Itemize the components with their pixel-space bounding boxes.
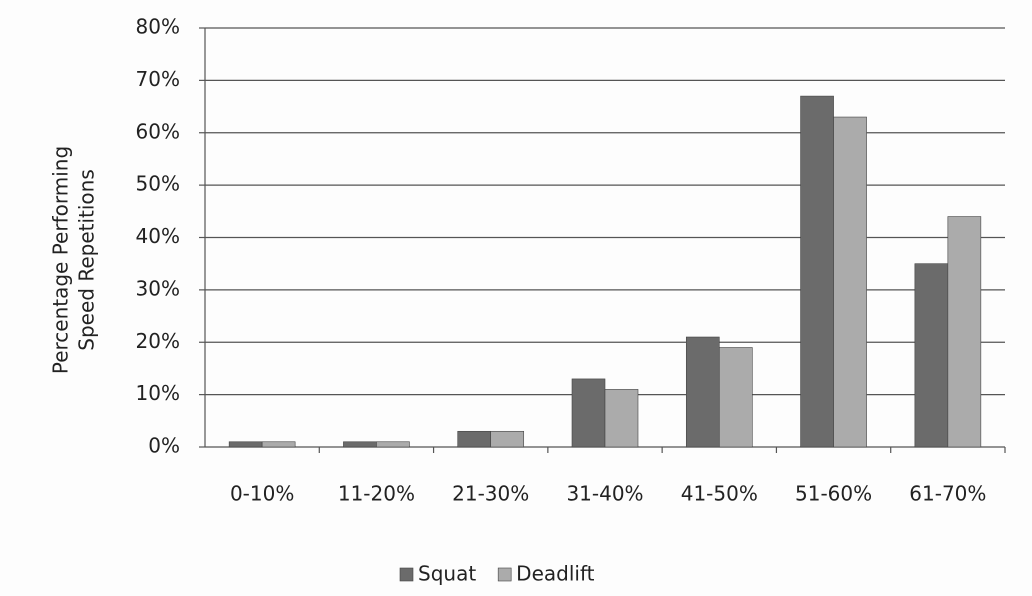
bar xyxy=(914,263,949,448)
y-tick-label: 0% xyxy=(148,434,180,458)
bar xyxy=(604,389,639,448)
y-axis-title-line: Percentage Performing xyxy=(49,146,73,374)
bar xyxy=(833,116,867,448)
legend-label: Squat xyxy=(418,562,476,586)
y-axis-title-line: Speed Repetitions xyxy=(75,169,99,350)
x-tick-label: 0-10% xyxy=(230,482,294,506)
bar xyxy=(228,441,263,448)
bar xyxy=(800,95,834,448)
x-tick-label: 61-70% xyxy=(909,482,986,506)
x-tick-label: 31-40% xyxy=(566,482,643,506)
y-tick-label: 50% xyxy=(136,172,180,196)
y-tick-label: 70% xyxy=(136,67,180,91)
bar xyxy=(490,430,525,448)
bar xyxy=(376,441,410,448)
y-tick-label: 60% xyxy=(136,119,180,143)
legend-label: Deadlift xyxy=(516,562,594,586)
x-tick-label: 41-50% xyxy=(681,482,758,506)
y-tick-label: 80% xyxy=(136,15,180,39)
bar xyxy=(261,441,296,448)
bar xyxy=(685,336,720,448)
legend-swatch xyxy=(497,567,512,582)
y-tick-label: 20% xyxy=(136,329,180,353)
y-tick-label: 40% xyxy=(136,224,180,248)
bar xyxy=(571,378,606,448)
bar xyxy=(718,347,753,448)
legend-swatch xyxy=(399,567,414,582)
y-tick-label: 10% xyxy=(136,381,180,405)
x-tick-label: 51-60% xyxy=(795,482,872,506)
bar xyxy=(947,216,982,448)
x-tick-label: 11-20% xyxy=(338,482,415,506)
y-axis-title: Percentage Performing Speed Repetitions xyxy=(49,146,99,374)
x-tick-label: 21-30% xyxy=(452,482,529,506)
bar xyxy=(457,430,492,448)
bar xyxy=(343,441,377,448)
y-tick-label: 30% xyxy=(136,276,180,300)
